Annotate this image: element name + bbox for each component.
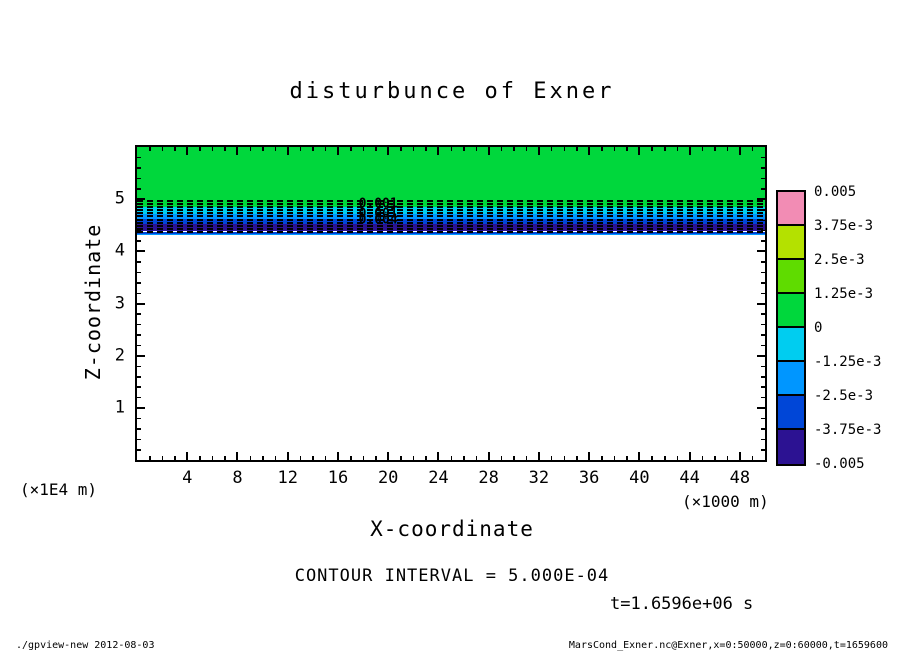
colorbar-box xyxy=(778,328,804,362)
x-tick-label: 20 xyxy=(377,468,399,488)
y-tick-label: 1 xyxy=(114,397,125,418)
colorbar-label: -1.25e-3 xyxy=(814,354,882,370)
colorbar-box xyxy=(778,192,804,226)
colorbar-box xyxy=(778,226,804,260)
x-tick-label: 16 xyxy=(327,468,349,488)
contour-interval-text: CONTOUR INTERVAL = 5.000E-04 xyxy=(294,566,610,586)
x-tick-label: 24 xyxy=(428,468,449,488)
x-axis-label: X-coordinate xyxy=(370,517,534,541)
y-tick-label: 3 xyxy=(114,293,125,313)
x-tick-label: 40 xyxy=(629,468,650,488)
colorbar-label: -2.5e-3 xyxy=(814,388,874,404)
x-tick-label: 8 xyxy=(232,468,243,488)
time-annotation: t=1.6596e+06 s xyxy=(610,594,754,614)
y-tick-label: 2 xyxy=(114,345,125,366)
plot-frame xyxy=(135,145,767,462)
x-tick-label: 32 xyxy=(528,468,550,488)
y-axis-label: Z-coordinate xyxy=(81,223,105,381)
y-axis-unit: (×1E4 m) xyxy=(20,480,98,499)
colorbar-box xyxy=(778,362,804,396)
footer-file-info: MarsCond_Exner.nc@Exner,x=0:50000,z=0:60… xyxy=(568,640,888,651)
colorbar-label: 0 xyxy=(814,320,823,336)
colorbar-box xyxy=(778,396,804,430)
colorbar-label: 1.25e-3 xyxy=(814,286,874,302)
colorbar-label: 2.5e-3 xyxy=(814,252,865,268)
footer-command-text: ./gpview-new 2012-08-03 xyxy=(16,640,155,651)
x-axis-unit: (×1000 m) xyxy=(682,492,769,511)
colorbar-label: -3.75e-3 xyxy=(814,422,882,438)
x-tick-label: 12 xyxy=(277,468,298,488)
x-tick-label: 36 xyxy=(578,468,600,488)
x-tick-label: 4 xyxy=(182,468,193,488)
x-tick-label: 28 xyxy=(478,468,499,488)
x-tick-label: 44 xyxy=(679,468,700,488)
colorbar-box xyxy=(778,294,804,328)
colorbar-label: 0.005 xyxy=(814,184,857,200)
chart-title: disturbunce of Exner xyxy=(289,79,615,104)
colorbar-label: -0.005 xyxy=(814,456,865,472)
colorbar-label: 3.75e-3 xyxy=(814,218,874,234)
x-tick-label: 48 xyxy=(729,468,751,488)
colorbar-box xyxy=(778,430,804,464)
y-tick-label: 4 xyxy=(114,240,125,261)
colorbar-frame xyxy=(776,190,806,466)
y-tick-label: 5 xyxy=(114,188,125,209)
colorbar-box xyxy=(778,260,804,294)
